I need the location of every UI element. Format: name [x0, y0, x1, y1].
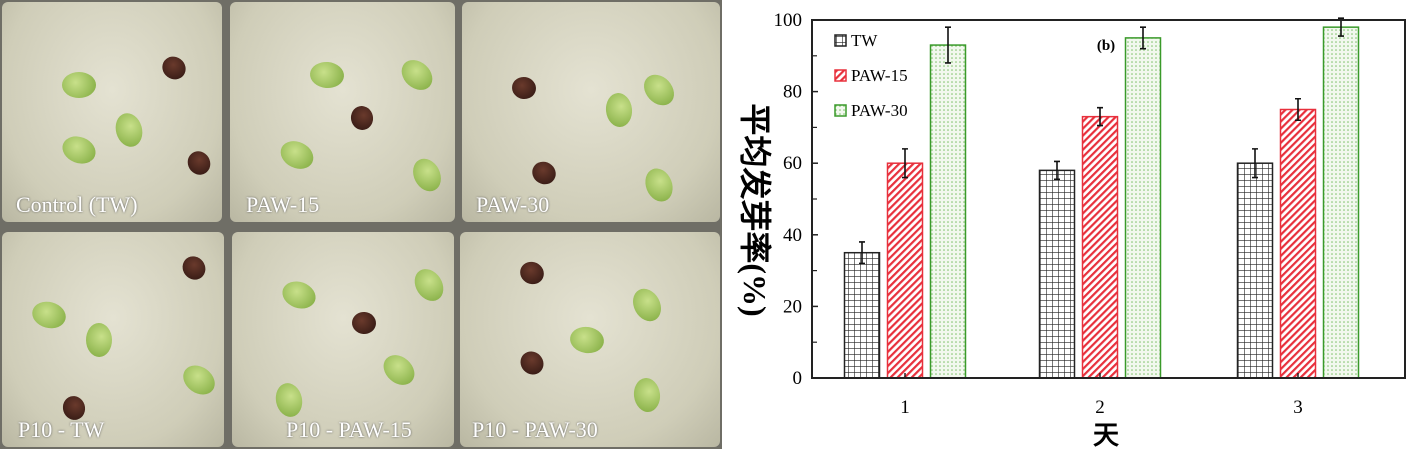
seedling: [408, 263, 450, 307]
error-bar: [902, 148, 908, 179]
x-tick-label: 2: [1095, 397, 1105, 418]
seedling: [351, 311, 377, 335]
seedling: [62, 72, 96, 98]
x-tick-label: 3: [1293, 397, 1303, 418]
legend-label-paw-30: PAW-30: [851, 101, 908, 120]
photo-panel-paw-15: PAW-15: [230, 2, 455, 222]
photo-panel-control-tw: Control (TW): [2, 2, 222, 222]
bar-tw-day-1: [843, 251, 881, 379]
photo-panel-p10-paw-15: P10 - PAW-15: [232, 232, 454, 447]
y-tick-label: 0: [793, 368, 803, 389]
seedling: [276, 135, 318, 175]
bar-paw-30-day-1: [929, 44, 967, 379]
seedling: [516, 257, 548, 289]
seedling: [177, 251, 211, 285]
error-bar: [1252, 148, 1258, 179]
seedling: [627, 283, 667, 327]
panel-label: PAW-15: [246, 192, 320, 217]
legend-swatch-paw-30: [834, 104, 847, 117]
panel-label-b: (b): [1097, 38, 1115, 54]
seedling: [157, 51, 191, 85]
error-bar: [1295, 97, 1301, 122]
bar-tw-day-3: [1236, 162, 1274, 379]
seedling: [85, 322, 113, 358]
seedling: [637, 68, 681, 112]
seedling: [278, 276, 320, 314]
y-axis-label: 平均发芽率(%): [737, 103, 773, 316]
seedling: [515, 346, 549, 380]
bar-paw-30-day-3: [1322, 26, 1360, 379]
y-tick-label: 80: [783, 82, 802, 103]
y-tick-label: 40: [783, 225, 802, 246]
seedling: [177, 359, 221, 401]
seedling: [604, 91, 634, 129]
y-tick-label: 100: [774, 10, 803, 31]
error-bar: [859, 241, 865, 265]
seedling: [272, 380, 306, 420]
seedling: [111, 110, 147, 150]
seedling-photos: Control (TW) PAW-15 PAW-30 P10 - TW P10 …: [0, 0, 722, 449]
y-tick-label: 60: [783, 153, 802, 174]
legend-label-tw: TW: [851, 31, 878, 50]
seedling: [640, 164, 678, 206]
photo-panel-p10-tw: P10 - TW: [2, 232, 224, 447]
legend-swatch-paw-15: [834, 69, 847, 82]
photo-panel-p10-paw-30: P10 - PAW-30: [460, 232, 720, 447]
photo-panel-paw-30: PAW-30: [462, 2, 720, 222]
seedling: [348, 104, 376, 132]
panel-label: P10 - PAW-30: [472, 417, 598, 442]
seedling: [183, 146, 215, 180]
bar-chart-svg: 0 20 40 60 80 100 1 2 3 (b) 天 平均发芽率(%) TW PAW-15 P…: [737, 10, 1406, 450]
y-tick-label: 20: [783, 296, 802, 317]
error-bar: [945, 26, 951, 64]
seedling: [308, 60, 346, 90]
x-axis-label: 天: [1093, 421, 1119, 449]
seedling: [395, 53, 439, 97]
panel-label: Control (TW): [16, 192, 138, 217]
seedling: [568, 324, 606, 356]
bar-tw-day-2: [1038, 169, 1076, 379]
panel-label: P10 - TW: [18, 417, 105, 442]
bar-paw-15-day-3: [1279, 108, 1317, 379]
error-bar: [1054, 160, 1060, 181]
seedling: [407, 153, 447, 197]
bar-paw-15-day-1: [886, 162, 924, 379]
error-bar: [1097, 106, 1103, 127]
legend-swatch-tw: [834, 34, 847, 47]
seedling: [29, 298, 69, 332]
seedling: [510, 75, 538, 101]
germination-chart: 0 20 40 60 80 100 1 2 3 (b) 天 平均发芽率(%) TW PAW-15 P…: [722, 0, 1418, 450]
x-tick-label: 1: [900, 397, 910, 418]
error-bar: [1338, 17, 1344, 37]
bar-paw-15-day-2: [1081, 115, 1119, 379]
error-bar: [1140, 26, 1146, 50]
seedling: [632, 376, 662, 414]
bar-paw-30-day-2: [1124, 37, 1162, 379]
seedling: [377, 349, 421, 391]
seedling: [528, 157, 560, 189]
legend-label-paw-15: PAW-15: [851, 66, 908, 85]
panel-label: PAW-30: [476, 192, 550, 217]
panel-label: P10 - PAW-15: [286, 417, 412, 442]
seedling: [58, 131, 100, 169]
